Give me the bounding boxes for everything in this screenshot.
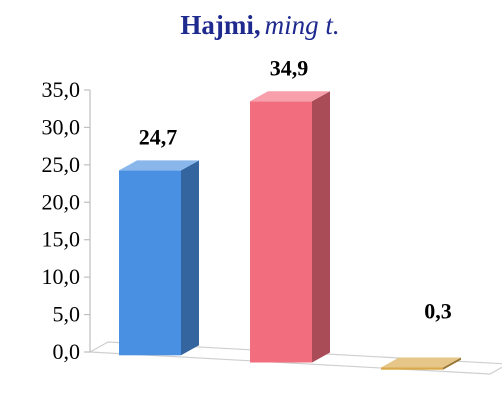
chart-title-main: Hajmi, [180, 10, 261, 40]
y-tick-label: 15,0 [42, 227, 81, 252]
bar-top [250, 91, 330, 102]
bar [119, 170, 181, 356]
data-label: 0,3 [424, 298, 452, 323]
bar-top [119, 160, 199, 171]
chart-title-unit: ming t. [264, 10, 340, 40]
y-tick-label: 0,0 [53, 339, 81, 364]
y-tick-label: 25,0 [42, 152, 81, 177]
y-tick-label: 20,0 [42, 189, 81, 214]
bar-top [381, 357, 461, 368]
bar [250, 101, 312, 363]
y-tick-label: 5,0 [53, 302, 81, 327]
chart-title: Hajmi, ming t. [0, 10, 502, 41]
bar-side [443, 357, 461, 370]
bar-side [312, 91, 330, 363]
y-tick-label: 10,0 [42, 264, 81, 289]
data-label: 24,7 [139, 124, 178, 149]
y-tick-label: 30,0 [42, 114, 81, 139]
y-tick-label: 35,0 [42, 77, 81, 102]
data-label: 34,9 [270, 55, 309, 80]
bar [381, 367, 443, 370]
bar-side [181, 160, 199, 356]
